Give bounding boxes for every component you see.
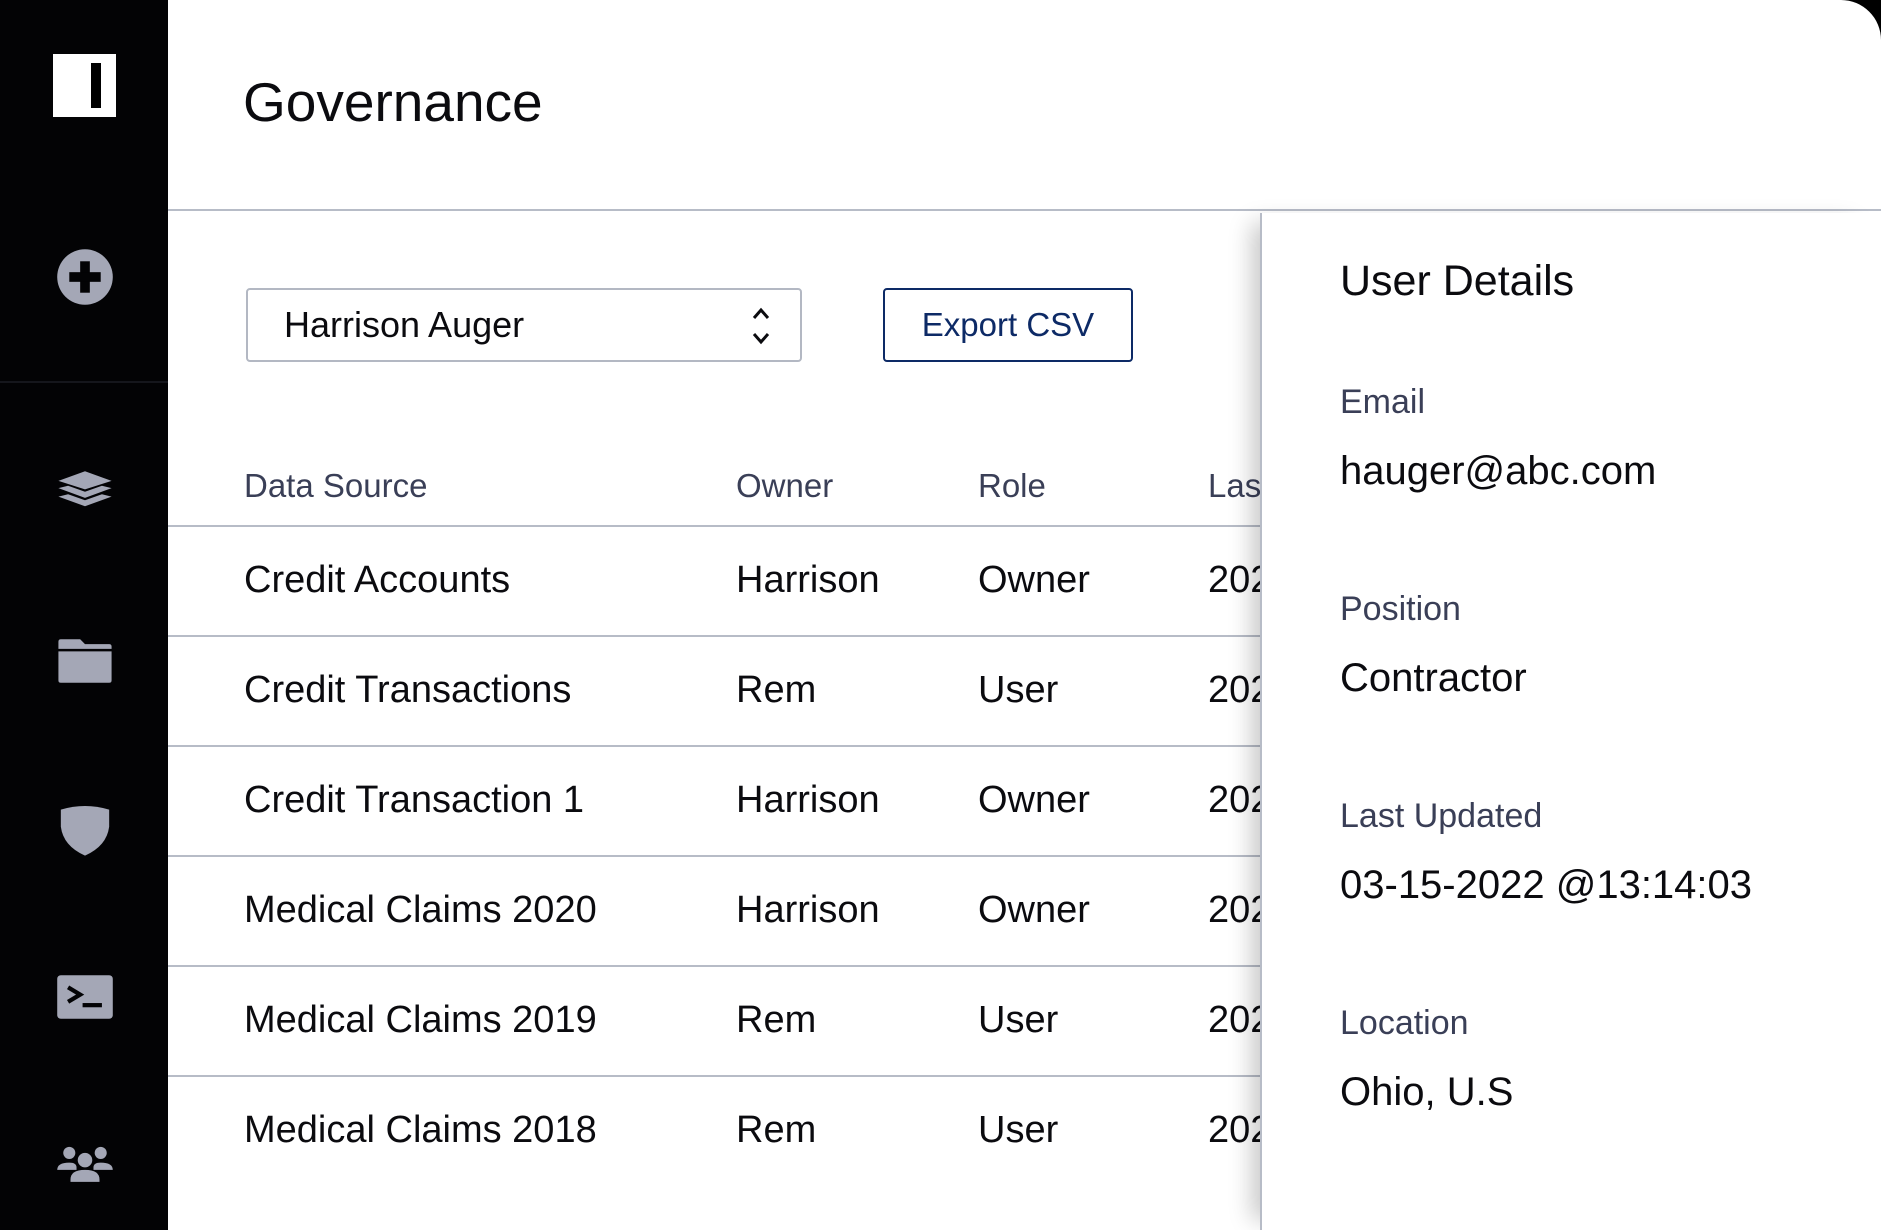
main-content: Governance Harrison Auger Export CSV Dat… bbox=[168, 0, 1881, 1230]
cell-data-source[interactable]: Medical Claims 2020 bbox=[244, 889, 597, 931]
sidebar-divider bbox=[0, 381, 168, 383]
row-divider bbox=[168, 965, 1260, 967]
cell-owner: Rem bbox=[736, 1109, 817, 1151]
user-details-panel: User Details Email hauger@abc.com Positi… bbox=[1260, 213, 1881, 1230]
cell-data-source[interactable]: Credit Accounts bbox=[244, 559, 511, 601]
cell-last-updated: 202 bbox=[1208, 559, 1260, 601]
position-value: Contractor bbox=[1340, 656, 1527, 700]
cell-owner: Rem bbox=[736, 669, 817, 711]
cell-last-updated: 202 bbox=[1208, 999, 1260, 1041]
column-header-data-source[interactable]: Data Source bbox=[244, 467, 428, 504]
plus-circle-icon[interactable] bbox=[56, 248, 114, 306]
cell-owner: Harrison bbox=[736, 559, 880, 601]
location-value: Ohio, U.S bbox=[1340, 1070, 1514, 1114]
header-divider bbox=[168, 525, 1260, 527]
cell-data-source[interactable]: Credit Transactions bbox=[244, 669, 572, 711]
row-divider bbox=[168, 1075, 1260, 1077]
last-updated-label: Last Updated bbox=[1340, 797, 1543, 835]
cell-last-updated: 202 bbox=[1208, 669, 1260, 711]
users-icon[interactable] bbox=[56, 1136, 114, 1194]
shield-icon[interactable] bbox=[56, 800, 114, 858]
cell-data-source[interactable]: Medical Claims 2018 bbox=[244, 1109, 597, 1151]
cell-role: User bbox=[978, 669, 1059, 711]
location-label: Location bbox=[1340, 1004, 1469, 1042]
cell-owner: Rem bbox=[736, 999, 817, 1041]
page-header: Governance bbox=[168, 0, 1881, 211]
page-title: Governance bbox=[243, 71, 543, 133]
user-select[interactable]: Harrison Auger bbox=[246, 288, 802, 362]
email-label: Email bbox=[1340, 383, 1426, 421]
folder-icon[interactable] bbox=[56, 632, 114, 690]
cell-last-updated: 202 bbox=[1208, 1109, 1260, 1151]
cell-role: User bbox=[978, 999, 1059, 1041]
cell-role: User bbox=[978, 1109, 1059, 1151]
cell-owner: Harrison bbox=[736, 889, 880, 931]
cell-last-updated: 202 bbox=[1208, 889, 1260, 931]
logo[interactable] bbox=[53, 54, 116, 117]
panel-title: User Details bbox=[1340, 257, 1575, 305]
column-header-role[interactable]: Role bbox=[978, 467, 1046, 504]
row-divider bbox=[168, 855, 1260, 857]
cell-role: Owner bbox=[978, 889, 1090, 931]
cell-last-updated: 202 bbox=[1208, 779, 1260, 821]
cell-role: Owner bbox=[978, 779, 1090, 821]
cell-role: Owner bbox=[978, 559, 1090, 601]
email-value: hauger@abc.com bbox=[1340, 449, 1657, 493]
terminal-icon[interactable] bbox=[56, 968, 114, 1026]
row-divider bbox=[168, 635, 1260, 637]
sidebar bbox=[0, 0, 168, 1230]
chevron-up-down-icon bbox=[752, 307, 770, 345]
position-label: Position bbox=[1340, 590, 1461, 628]
layers-icon[interactable] bbox=[56, 464, 114, 522]
cell-owner: Harrison bbox=[736, 779, 880, 821]
row-divider bbox=[168, 745, 1260, 747]
export-csv-button[interactable]: Export CSV bbox=[883, 288, 1133, 362]
user-select-value: Harrison Auger bbox=[284, 304, 525, 345]
data-source-table: Data Source Owner Role Las Credit Accoun… bbox=[168, 212, 1260, 1230]
cell-data-source[interactable]: Medical Claims 2019 bbox=[244, 999, 597, 1041]
cell-data-source[interactable]: Credit Transaction 1 bbox=[244, 779, 585, 821]
last-updated-value: 03-15-2022 @13:14:03 bbox=[1340, 863, 1753, 907]
column-header-owner[interactable]: Owner bbox=[736, 467, 834, 504]
column-header-last-updated[interactable]: Las bbox=[1208, 467, 1260, 504]
